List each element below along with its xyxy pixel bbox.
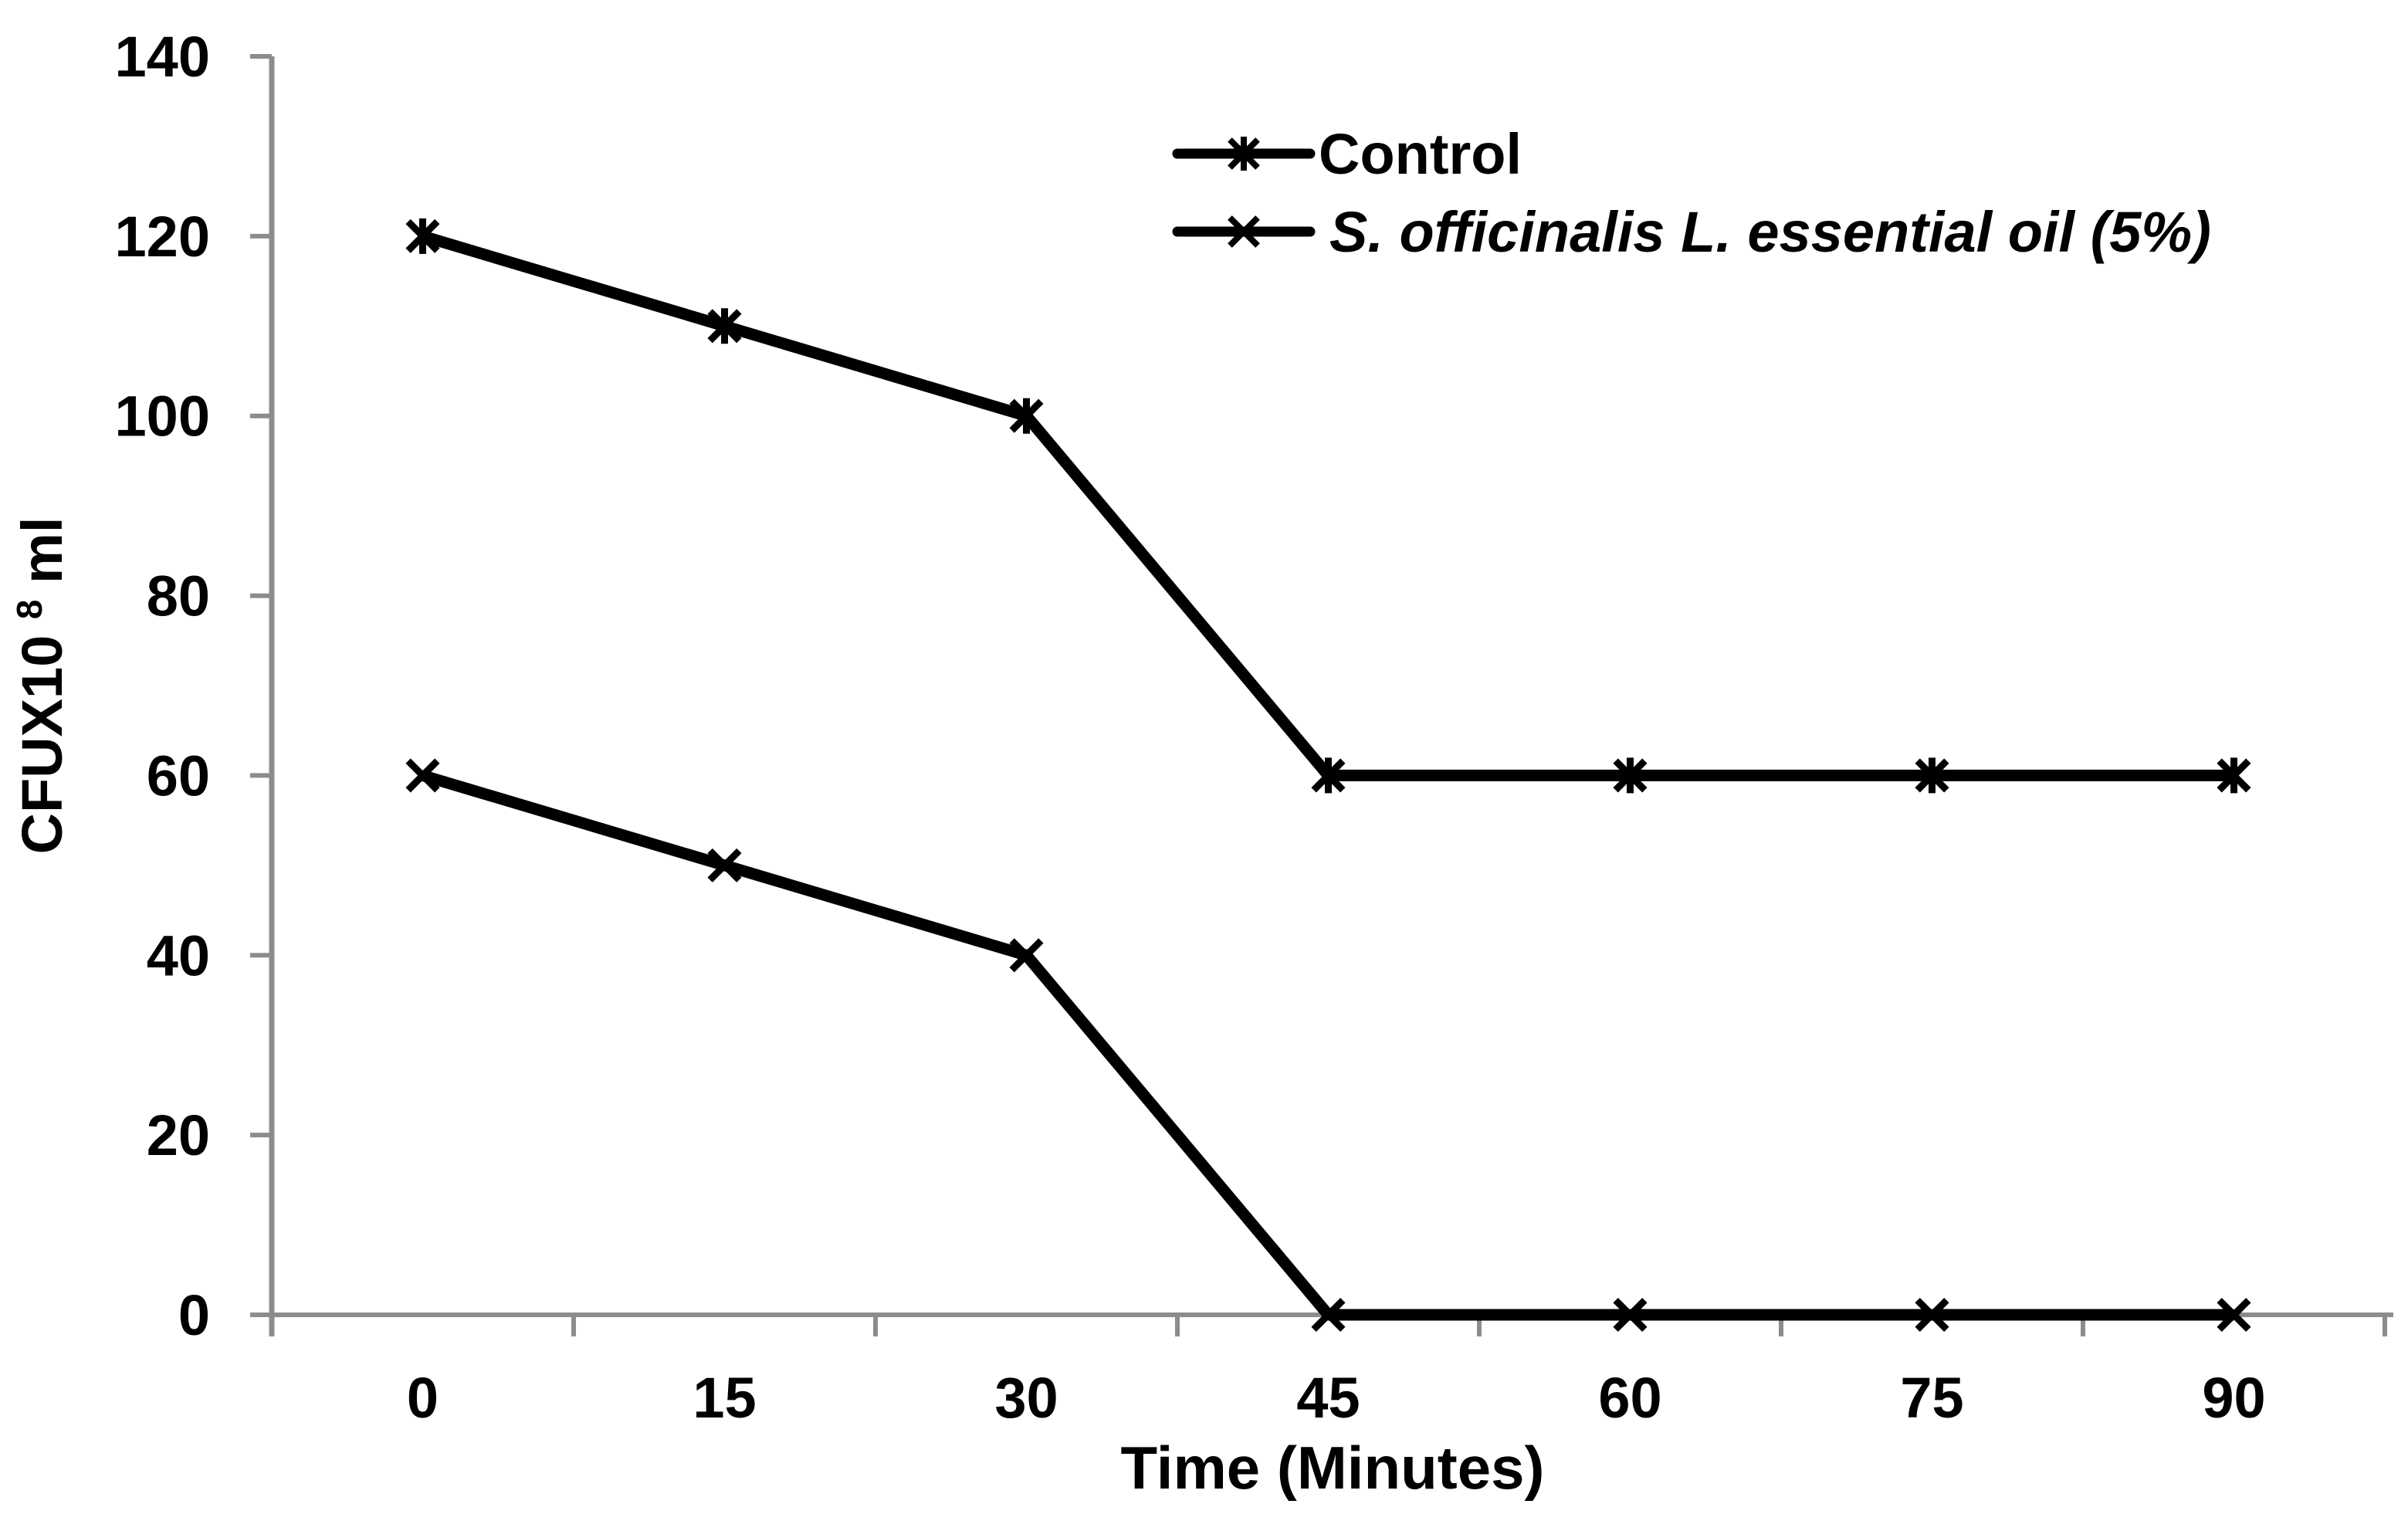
legend-marker: [1228, 215, 1260, 248]
axes: 0 20 40 60 80 100 120 140 0 15 30 45 60 75 90 Time (Min…: [9, 25, 2393, 1502]
x-tick-label: 0: [407, 1366, 439, 1430]
legend-label: Control: [1319, 122, 1522, 186]
data-point-marker-control: [405, 218, 440, 254]
y-tick-label: 100: [115, 384, 210, 449]
series-group: [405, 218, 2251, 1333]
x-tick-label: 75: [1900, 1366, 1963, 1430]
data-point-marker-control: [1009, 398, 1044, 434]
x-tick-label: 30: [994, 1366, 1058, 1430]
data-point-marker-oil: [2217, 1297, 2251, 1333]
x-tick-label: 60: [1598, 1366, 1661, 1430]
y-axis-title: CFUX10 8 ml: [9, 517, 74, 855]
data-point-marker-oil: [707, 848, 742, 882]
legend-label: S. officinalis L. essential oil (5%): [1329, 200, 2211, 264]
y-tick-label: 0: [178, 1283, 210, 1347]
y-tick-label: 140: [115, 25, 210, 89]
data-point-marker-control: [1613, 757, 1648, 794]
data-point-marker-control: [707, 308, 742, 344]
x-tick-label: 90: [2202, 1366, 2265, 1430]
series-line-control: [421, 230, 2234, 781]
data-point-marker-oil: [405, 758, 440, 793]
data-point-marker-control: [2217, 757, 2251, 794]
legend-marker: [1228, 137, 1260, 171]
data-point-marker-control: [1915, 757, 1949, 794]
x-axis-title: Time (Minutes): [1121, 1434, 1545, 1502]
y-tick-label: 120: [115, 205, 210, 269]
series-line-oil: [421, 770, 2234, 1321]
data-point-marker-oil: [1915, 1297, 1949, 1333]
y-tick-label: 40: [147, 923, 210, 987]
x-tick-label: 45: [1296, 1366, 1360, 1430]
data-point-marker-oil: [1311, 1297, 1346, 1333]
y-tick-label: 80: [147, 564, 210, 628]
data-point-marker-oil: [1009, 938, 1044, 973]
y-tick-label: 60: [147, 743, 210, 808]
x-tick-label: 15: [693, 1366, 756, 1430]
data-point-marker-oil: [1613, 1297, 1648, 1333]
legend: Control S. officinalis L. essential oil (…: [1172, 122, 2211, 264]
y-tick-label: 20: [147, 1103, 210, 1167]
data-point-marker-control: [1311, 757, 1346, 794]
